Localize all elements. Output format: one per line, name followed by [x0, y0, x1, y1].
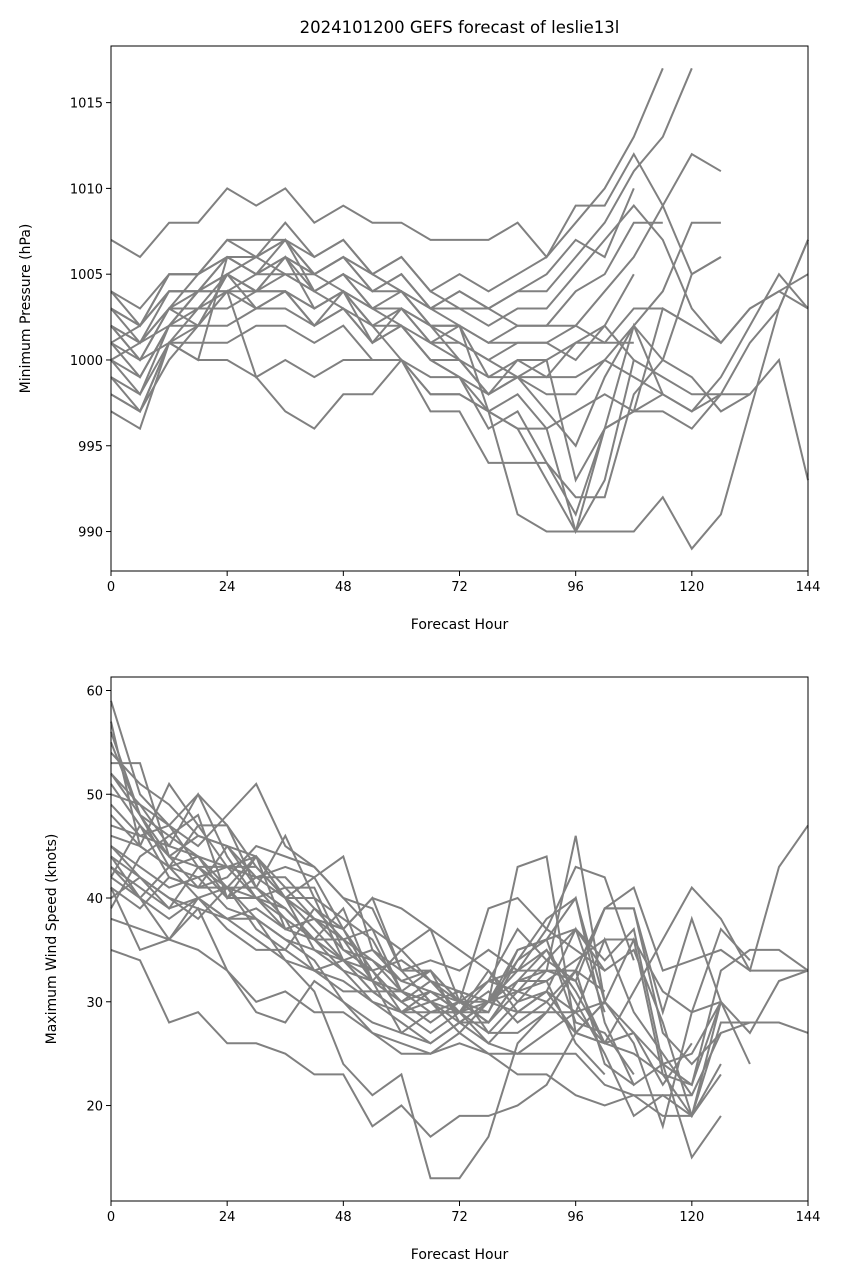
pressure-y-tick-label: 1015 [70, 97, 103, 112]
pressure-plot-frame [110, 45, 809, 572]
wind-y-tick-label: 50 [86, 788, 103, 803]
wind-member-line-21 [110, 865, 606, 1014]
wind-x-tick-label: 24 [219, 1210, 236, 1225]
wind-y-tick-label: 30 [86, 996, 103, 1011]
pressure-y-tick-label: 1005 [70, 268, 103, 283]
pressure-x-tick-label: 24 [219, 580, 236, 595]
wind-member-line-12 [110, 792, 722, 1118]
wind-member-line-4 [110, 855, 751, 1097]
wind-member-line-27 [110, 845, 606, 1005]
pressure-axis-ticks: 0 24 48 72 96 120 144 990 995 1000 1005 1010 1015 [70, 97, 821, 595]
pressure-panel: 2024101200 GEFS forecast of leslie13l 0 2… [18, 18, 820, 633]
wind-plot-frame [110, 676, 809, 1202]
pressure-member-line-18 [110, 221, 721, 448]
pressure-y-axis-label: Minimum Pressure (hPa) [18, 224, 34, 394]
wind-member-line-14 [110, 792, 722, 1118]
wind-series-group [110, 700, 809, 1180]
pressure-x-tick-label: 120 [679, 580, 704, 595]
pressure-member-line-17 [110, 255, 664, 483]
pressure-x-tick-label: 48 [335, 580, 352, 595]
pressure-y-tick-label: 1000 [70, 354, 103, 369]
pressure-member-line-9 [110, 256, 722, 499]
wind-x-tick-label: 0 [107, 1210, 115, 1225]
pressure-y-tick-label: 990 [78, 526, 103, 541]
pressure-member-line-1 [110, 152, 722, 259]
wind-x-tick-label: 72 [451, 1210, 468, 1225]
wind-axis-ticks: 0 24 48 72 96 120 144 20 30 40 50 60 [86, 684, 820, 1225]
wind-x-tick-label: 96 [567, 1210, 584, 1225]
wind-y-axis-label: Maximum Wind Speed (knots) [44, 834, 60, 1045]
pressure-x-axis-label: Forecast Hour [411, 617, 509, 633]
pressure-y-tick-label: 995 [78, 440, 103, 455]
wind-x-tick-label: 48 [335, 1210, 352, 1225]
wind-x-tick-label: 144 [796, 1210, 821, 1225]
pressure-x-tick-label: 72 [451, 580, 468, 595]
wind-y-tick-label: 20 [86, 1100, 103, 1115]
pressure-x-tick-label: 96 [567, 580, 584, 595]
wind-y-tick-label: 40 [86, 892, 103, 907]
pressure-x-tick-label: 0 [107, 580, 115, 595]
wind-member-line-19 [110, 876, 606, 1076]
wind-member-line-26 [110, 855, 606, 1013]
pressure-member-line-21 [110, 188, 635, 328]
chart-title: 2024101200 GEFS forecast of leslie13l [300, 18, 620, 37]
wind-member-line-22 [110, 834, 606, 1035]
wind-member-line-28 [110, 772, 606, 1044]
wind-member-line-1 [110, 885, 808, 1139]
pressure-x-tick-label: 144 [796, 580, 821, 595]
wind-member-line-24 [110, 752, 635, 1045]
pressure-series-group [110, 67, 809, 551]
wind-y-tick-label: 60 [86, 684, 103, 699]
wind-x-axis-label: Forecast Hour [411, 1247, 509, 1263]
pressure-y-tick-label: 1010 [70, 182, 103, 197]
wind-x-tick-label: 120 [679, 1210, 704, 1225]
